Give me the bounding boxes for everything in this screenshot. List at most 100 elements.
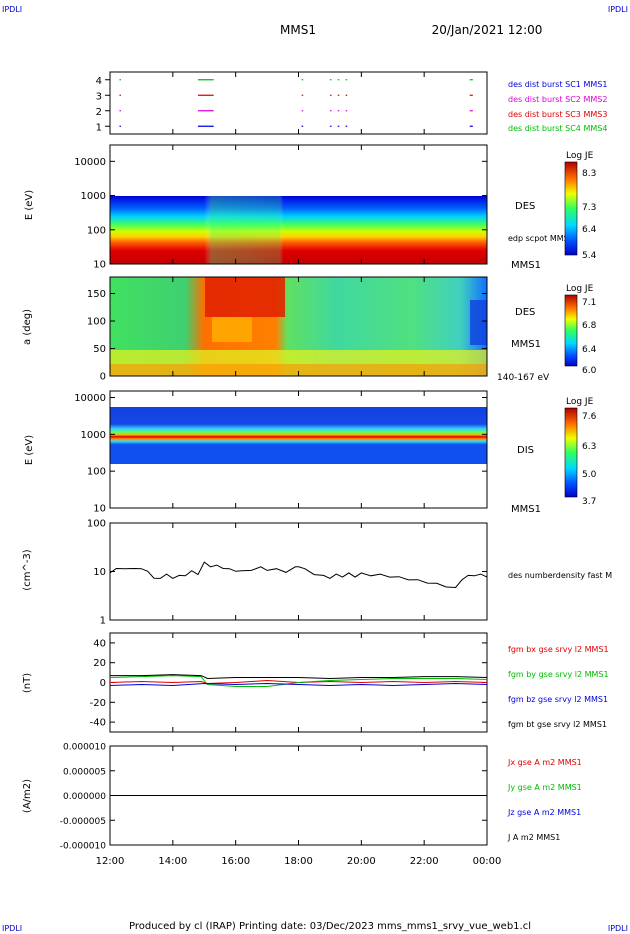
legend-burst-sc2: des dist burst SC2 MMS2 [508,95,607,104]
des-energy-ytick-label: 100 [87,225,106,236]
density-ylabel: (cm^-3) [22,549,33,590]
page-footer: Produced by cl (IRAP) Printing date: 03/… [129,921,531,932]
magnetic-ytick-label: 40 [93,638,106,649]
dis-energy-label-top: DIS [517,445,534,456]
legend-jy: Jy gse A m2 MMS1 [507,783,582,792]
des-pitch-blue-region [470,300,487,345]
current-ytick-label: 0.000005 [63,767,106,777]
density-ytick-label: 100 [87,519,106,530]
panel-current-yticks: -0.000010 -0.000005 0.000000 0.000005 0.0000… [60,743,487,852]
time-tick-label: 20:00 [347,856,376,867]
des-energy-colorbar [564,161,578,256]
des-energy-ylabel: E (eV) [24,190,35,220]
dis-energy-ytick-label: 100 [87,467,106,478]
legend-bt: fgm bt gse srvy l2 MMS1 [508,720,607,729]
density-series-line [109,561,488,589]
magnetic-ytick-label: 20 [93,658,106,669]
dis-energy-label-bottom: MMS1 [511,504,541,515]
legend-j: J A m2 MMS1 [507,833,560,842]
dis-energy-cbar-tick-0: 7.6 [582,412,597,422]
current-ytick-label: -0.000005 [60,817,106,827]
current-ytick-label: -0.000010 [60,842,106,852]
des-energy-label-bottom: MMS1 [511,260,541,271]
panel-burst-yticks: 1 2 3 4 [96,76,110,133]
corner-label-tr: IPDLI [608,5,628,14]
corner-label-br: IPDLI [608,924,628,933]
des-energy-ytick-label: 10 [93,260,106,271]
dis-energy-colorbar [564,407,578,498]
panel-burst-frame [109,71,488,135]
time-tick-label: 22:00 [410,856,439,867]
panel-des-pitch-yticks: 0 50 100 150 [87,289,487,383]
panel-des-pitch: 0 50 100 150 a (deg) DES MMS1 140-167 eV Lo… [22,276,597,383]
dis-energy-ytick-label: 1000 [81,430,106,441]
legend-bz: fgm bz gse srvy l2 MMS1 [508,695,608,704]
des-pitch-colorbar [564,294,578,367]
page-date: 20/Jan/2021 12:00 [432,23,543,37]
magnetic-ylabel: (nT) [22,673,33,693]
des-pitch-ylabel: a (deg) [22,309,33,345]
panel-density: 1 10 100 (cm^-3) des numberdensity fast M [22,519,612,627]
des-energy-spectrogram-variation [110,196,487,264]
magnetic-series-line [109,682,488,687]
des-pitch-label-bottom: 140-167 eV [497,373,550,383]
corner-label-bl: IPDLI [2,924,22,933]
magnetic-ytick-label: -40 [90,718,106,729]
legend-bx: fgm bx gse srvy l2 MMS1 [508,645,609,654]
des-energy-label-top: DES [515,201,535,212]
density-ytick-label: 10 [93,567,106,578]
dis-energy-ytick-label: 10000 [74,393,106,404]
magnetic-series-line [109,679,488,685]
dis-energy-spectrogram [110,407,487,464]
des-pitch-cbar-tick-2: 6.4 [582,345,597,355]
panel-density-yticks: 1 10 100 [87,519,487,627]
density-ytick-label: 1 [100,616,106,627]
des-pitch-cbar-tick-1: 6.8 [582,321,597,331]
des-energy-ytick-label: 1000 [81,191,106,202]
corner-label-tl: IPDLI [2,5,22,14]
des-pitch-cbar-tick-0: 7.1 [582,298,596,308]
des-pitch-warm-region [212,317,252,342]
panel-dis-energy-yticks: 10 100 1000 10000 [74,393,487,515]
des-pitch-ytick-label: 150 [87,289,106,300]
time-tick-label: 18:00 [284,856,313,867]
legend-density: des numberdensity fast M [508,571,612,580]
time-tick-label: 16:00 [221,856,250,867]
dis-energy-cbar-tick-2: 5.0 [582,470,597,480]
burst-ytick-label: 3 [96,91,102,102]
des-energy-cbar-tick-2: 6.4 [582,225,597,235]
legend-burst-sc4: des dist burst SC4 MMS4 [508,124,607,133]
des-energy-ytick-label: 10000 [74,157,106,168]
burst-ytick-label: 2 [96,107,102,118]
time-axis-ticks: 12:00 14:00 16:00 18:00 20:00 22:00 00:00 [96,72,502,867]
legend-burst-sc3: des dist burst SC3 MMS3 [508,110,607,119]
des-pitch-colorbar-title: Log JE [566,284,594,294]
des-energy-cbar-tick-0: 8.3 [582,169,596,179]
panel-density-frame [109,522,488,621]
legend-burst-sc1: des dist burst SC1 MMS1 [508,80,607,89]
panel-burst-marks [119,79,473,127]
legend-by: fgm by gse srvy l2 MMS1 [508,670,609,679]
des-energy-colorbar-title: Log JE [566,151,594,161]
panel-burst: 1 2 3 4 des dist burst SC1 MMS1 des dist bu… [96,71,607,135]
magnetic-series-line [110,674,488,680]
panel-des-energy-yticks: 10 100 1000 10000 [74,157,487,271]
des-energy-cbar-tick-1: 7.3 [582,203,596,213]
time-tick-label: 00:00 [473,856,502,867]
current-ytick-label: 0.000000 [63,792,106,802]
panel-des-energy: 10 100 1000 10000 E (eV) DES edp scpot MMS1… [24,144,597,271]
current-ylabel: (A/m2) [22,779,33,813]
des-pitch-label-top: DES [515,307,535,318]
des-energy-label-mid: edp scpot MMS1 [508,234,574,243]
magnetic-ytick-label: -20 [90,698,106,709]
dis-energy-colorbar-title: Log JE [566,397,594,407]
des-pitch-ytick-label: 50 [93,344,106,355]
legend-jz: Jz gse A m2 MMS1 [507,808,581,817]
des-energy-cbar-tick-3: 5.4 [582,251,597,261]
des-pitch-ytick-label: 0 [100,372,106,383]
dis-energy-ylabel: E (eV) [24,435,35,465]
time-tick-label: 12:00 [96,856,125,867]
dis-energy-ytick-label: 10 [93,504,106,515]
time-tick-label: 14:00 [158,856,187,867]
